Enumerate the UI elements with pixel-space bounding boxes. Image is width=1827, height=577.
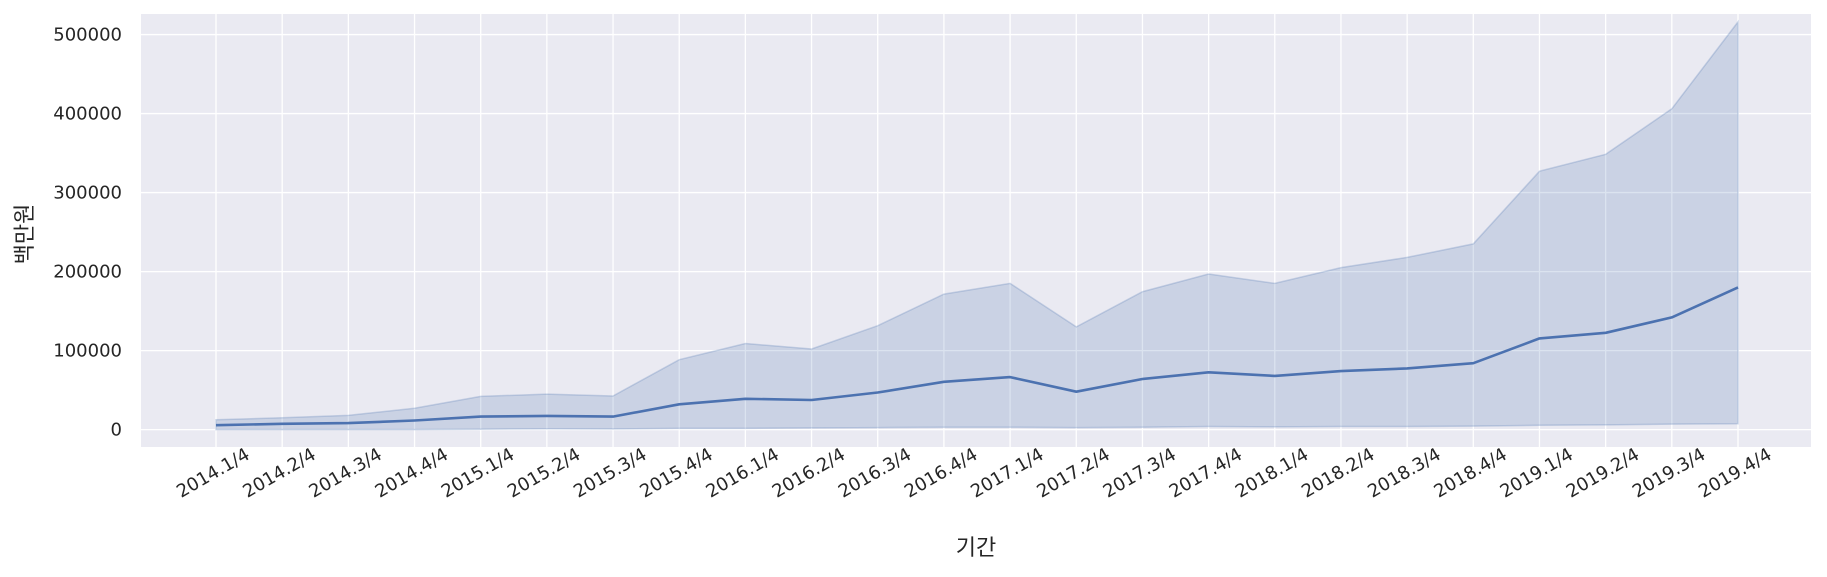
x-tick-label: 2017.2/4: [1033, 444, 1113, 502]
x-tick-label: 2017.3/4: [1100, 444, 1180, 502]
x-tick-label: 2016.4/4: [901, 444, 981, 502]
x-tick-label: 2014.2/4: [239, 444, 319, 502]
x-tick-label: 2016.2/4: [769, 444, 849, 502]
x-tick-label: 2015.4/4: [636, 444, 716, 502]
x-tick-label: 2019.4/4: [1695, 444, 1775, 502]
x-tick-label: 2018.4/4: [1430, 444, 1510, 502]
x-tick-label: 2017.1/4: [967, 444, 1047, 502]
y-axis-label: 백만원: [13, 204, 38, 265]
x-tick-label: 2019.1/4: [1497, 444, 1577, 502]
x-tick-label: 2018.1/4: [1232, 444, 1312, 502]
x-tick-label: 2014.1/4: [173, 444, 253, 502]
x-tick-label: 2014.3/4: [305, 444, 385, 502]
x-tick-label: 2015.3/4: [570, 444, 650, 502]
x-tick-label: 2016.1/4: [703, 444, 783, 502]
y-tick-label: 400000: [53, 104, 122, 125]
y-tick-label: 300000: [53, 183, 122, 204]
x-tick-label: 2018.3/4: [1364, 444, 1444, 502]
y-tick-label: 500000: [53, 25, 122, 46]
x-tick-labels: 2014.1/42014.2/42014.3/42014.4/42015.1/4…: [173, 444, 1775, 502]
y-tick-label: 100000: [53, 341, 122, 362]
y-tick-label: 200000: [53, 262, 122, 283]
x-tick-label: 2017.4/4: [1166, 444, 1246, 502]
plot-background: [141, 14, 1811, 447]
confidence-band-layer: [215, 19, 1739, 431]
x-tick-label: 2019.2/4: [1563, 444, 1643, 502]
series-line-layer: [215, 286, 1739, 427]
y-tick-label: 0: [111, 420, 122, 441]
x-tick-label: 2018.2/4: [1298, 444, 1378, 502]
x-tick-label: 2014.4/4: [372, 444, 452, 502]
confidence-band: [215, 19, 1739, 431]
x-tick-label: 2015.2/4: [504, 444, 584, 502]
x-tick-label: 2019.3/4: [1629, 444, 1709, 502]
y-tick-labels: 0 100000 200000 300000 400000 500000: [53, 25, 122, 441]
x-tick-label: 2015.1/4: [438, 444, 518, 502]
series-line: [215, 286, 1739, 427]
x-axis-label: 기간: [956, 536, 996, 561]
grid-layer: [141, 14, 1811, 447]
x-tick-label: 2016.3/4: [835, 444, 915, 502]
